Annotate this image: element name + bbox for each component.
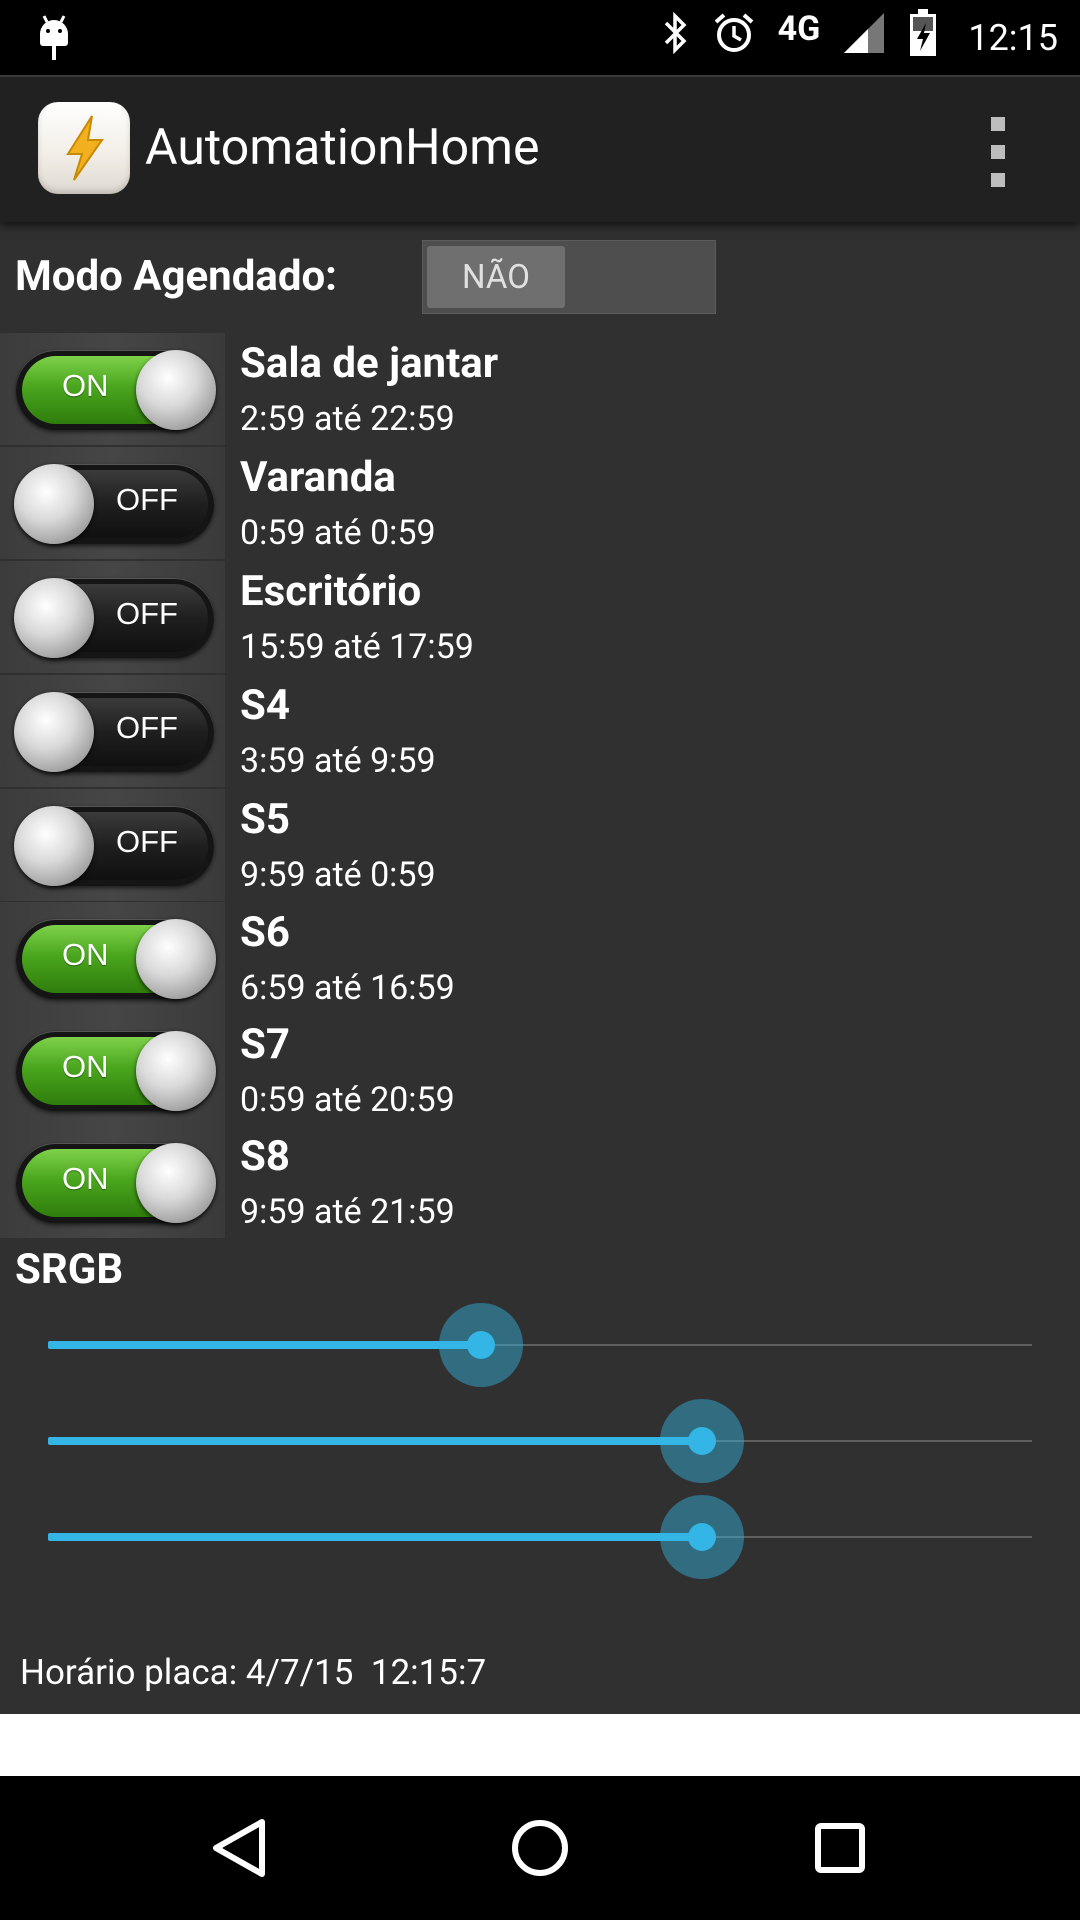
board-time: Horário placa: 4/7/15 12:15:7 (20, 1652, 487, 1693)
app-title: AutomationHome (145, 119, 540, 177)
recents-icon[interactable] (804, 1812, 876, 1884)
switch-name: Varanda (240, 453, 396, 502)
slider-fill (48, 1533, 702, 1541)
list-item: ON S7 0:59 até 20:59 (0, 1014, 1080, 1126)
scheduled-mode-toggle[interactable]: NÃO (422, 240, 716, 314)
app-bar: AutomationHome (0, 75, 1080, 222)
bluetooth-icon (660, 11, 690, 64)
switch-schedule: 3:59 até 9:59 (240, 741, 436, 781)
slider-fill (48, 1437, 702, 1445)
switch-schedule: 0:59 até 0:59 (240, 513, 436, 553)
android-debug-icon (35, 14, 73, 64)
bottom-strip (0, 1714, 1080, 1776)
switch-toggle[interactable]: ON (16, 919, 216, 999)
scheduled-mode-label: Modo Agendado: (15, 252, 338, 301)
status-bar: 4G 12:15 (0, 0, 1080, 75)
switch-state: OFF (116, 710, 178, 745)
srgb-slider-2[interactable] (48, 1391, 1032, 1491)
status-time: 12:15 (968, 16, 1058, 59)
home-icon[interactable] (504, 1812, 576, 1884)
list-item: ON S8 9:59 até 21:59 (0, 1126, 1080, 1238)
list-item: ON Sala de jantar 2:59 até 22:59 (0, 333, 1080, 445)
switch-schedule: 9:59 até 0:59 (240, 855, 436, 895)
switch-toggle[interactable]: OFF (14, 578, 214, 658)
switch-state: ON (62, 1161, 109, 1196)
switch-state: ON (62, 1049, 109, 1084)
srgb-slider-3[interactable] (48, 1487, 1032, 1587)
slider-thumb[interactable] (467, 1331, 495, 1359)
switch-name: Sala de jantar (240, 339, 499, 388)
switch-name: Escritório (240, 567, 422, 616)
slider-thumb[interactable] (688, 1523, 716, 1551)
switch-name: S8 (240, 1132, 290, 1181)
switch-toggle[interactable]: OFF (14, 692, 214, 772)
switch-toggle[interactable]: ON (16, 350, 216, 430)
switch-schedule: 6:59 até 16:59 (240, 968, 455, 1008)
network-type: 4G (777, 8, 821, 49)
lightning-icon (38, 102, 130, 194)
switch-state: OFF (116, 482, 178, 517)
switch-toggle[interactable]: OFF (14, 464, 214, 544)
back-icon[interactable] (204, 1812, 276, 1884)
switch-state: OFF (116, 824, 178, 859)
list-item: ON S6 6:59 até 16:59 (0, 902, 1080, 1014)
switch-name: S7 (240, 1020, 290, 1069)
srgb-label: SRGB (15, 1245, 124, 1294)
status-icons: 4G 12:15 (660, 0, 1058, 75)
scheduled-mode-toggle-text: NÃO (427, 246, 565, 308)
switch-schedule: 9:59 até 21:59 (240, 1192, 455, 1232)
signal-icon (842, 11, 886, 64)
list-item: OFF Escritório 15:59 até 17:59 (0, 561, 1080, 673)
list-item: OFF Varanda 0:59 até 0:59 (0, 447, 1080, 559)
slider-fill (48, 1341, 481, 1349)
battery-charging-icon (908, 9, 938, 66)
list-item: OFF S5 9:59 até 0:59 (0, 789, 1080, 901)
switch-name: S4 (240, 681, 290, 730)
switch-state: OFF (116, 596, 178, 631)
switch-toggle[interactable]: ON (16, 1031, 216, 1111)
switch-state: ON (62, 937, 109, 972)
switch-state: ON (62, 368, 109, 403)
switch-toggle[interactable]: OFF (14, 806, 214, 886)
switch-schedule: 15:59 até 17:59 (240, 627, 474, 667)
list-item: OFF S4 3:59 até 9:59 (0, 675, 1080, 787)
overflow-menu-icon[interactable] (988, 117, 1008, 187)
switch-schedule: 2:59 até 22:59 (240, 399, 455, 439)
switch-toggle[interactable]: ON (16, 1143, 216, 1223)
switch-name: S6 (240, 908, 290, 957)
navigation-bar (0, 1776, 1080, 1920)
switch-name: S5 (240, 795, 290, 844)
switch-schedule: 0:59 até 20:59 (240, 1080, 455, 1120)
alarm-icon (712, 11, 756, 64)
srgb-slider-1[interactable] (48, 1295, 1032, 1395)
slider-thumb[interactable] (688, 1427, 716, 1455)
